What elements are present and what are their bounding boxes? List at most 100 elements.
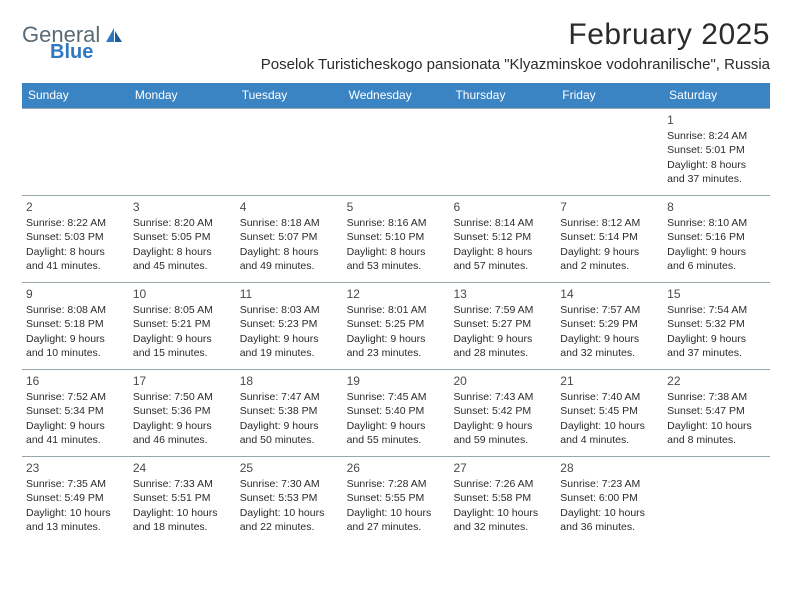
day-info-line: and 27 minutes. — [347, 520, 446, 534]
week-row: 1Sunrise: 8:24 AMSunset: 5:01 PMDaylight… — [22, 108, 770, 195]
day-info-line: Sunset: 5:10 PM — [347, 230, 446, 244]
day-info-line: Sunrise: 7:33 AM — [133, 477, 232, 491]
day-cell: 9Sunrise: 8:08 AMSunset: 5:18 PMDaylight… — [22, 283, 129, 369]
day-info-line: Sunrise: 7:38 AM — [667, 390, 766, 404]
day-number: 10 — [133, 286, 232, 302]
day-number: 7 — [560, 199, 659, 215]
day-cell: 4Sunrise: 8:18 AMSunset: 5:07 PMDaylight… — [236, 196, 343, 282]
day-info-line: Sunset: 5:47 PM — [667, 404, 766, 418]
day-info-line: Sunrise: 8:16 AM — [347, 216, 446, 230]
day-number: 18 — [240, 373, 339, 389]
day-info-line: Daylight: 10 hours — [453, 506, 552, 520]
day-info-line: Daylight: 9 hours — [347, 419, 446, 433]
day-info-line: Sunset: 5:34 PM — [26, 404, 125, 418]
day-info-line: Sunrise: 8:24 AM — [667, 129, 766, 143]
day-number: 2 — [26, 199, 125, 215]
day-info-line: Daylight: 9 hours — [240, 332, 339, 346]
day-info-line: and 28 minutes. — [453, 346, 552, 360]
day-info-line: Sunset: 5:55 PM — [347, 491, 446, 505]
day-info-line: Daylight: 9 hours — [26, 332, 125, 346]
day-cell: 5Sunrise: 8:16 AMSunset: 5:10 PMDaylight… — [343, 196, 450, 282]
day-cell: 1Sunrise: 8:24 AMSunset: 5:01 PMDaylight… — [663, 109, 770, 195]
day-info-line: Daylight: 9 hours — [26, 419, 125, 433]
week-row: 2Sunrise: 8:22 AMSunset: 5:03 PMDaylight… — [22, 195, 770, 282]
day-info-line: Daylight: 9 hours — [560, 245, 659, 259]
day-number: 3 — [133, 199, 232, 215]
day-number: 4 — [240, 199, 339, 215]
day-info-line: Sunrise: 8:10 AM — [667, 216, 766, 230]
day-number: 1 — [667, 112, 766, 128]
day-info-line: Sunrise: 8:22 AM — [26, 216, 125, 230]
day-info-line: Daylight: 9 hours — [133, 332, 232, 346]
day-cell: 14Sunrise: 7:57 AMSunset: 5:29 PMDayligh… — [556, 283, 663, 369]
day-number: 25 — [240, 460, 339, 476]
day-info-line: Sunset: 5:32 PM — [667, 317, 766, 331]
day-info-line: Sunrise: 7:28 AM — [347, 477, 446, 491]
weekday-header: Monday — [129, 83, 236, 108]
header: General Blue February 2025 Poselok Turis… — [22, 18, 770, 73]
day-info-line: Sunrise: 7:40 AM — [560, 390, 659, 404]
day-info-line: and 49 minutes. — [240, 259, 339, 273]
day-cell: 16Sunrise: 7:52 AMSunset: 5:34 PMDayligh… — [22, 370, 129, 456]
day-info-line: Daylight: 9 hours — [453, 419, 552, 433]
day-info-line: Sunset: 5:51 PM — [133, 491, 232, 505]
day-number: 16 — [26, 373, 125, 389]
day-cell-empty — [236, 109, 343, 195]
day-number: 23 — [26, 460, 125, 476]
day-info-line: Sunrise: 7:52 AM — [26, 390, 125, 404]
brand-name-part2: Blue — [50, 42, 100, 62]
calendar-grid: SundayMondayTuesdayWednesdayThursdayFrid… — [22, 83, 770, 543]
day-number: 24 — [133, 460, 232, 476]
day-info-line: Sunset: 5:27 PM — [453, 317, 552, 331]
day-cell-empty — [343, 109, 450, 195]
day-info-line: Sunset: 5:18 PM — [26, 317, 125, 331]
day-info-line: and 41 minutes. — [26, 259, 125, 273]
day-info-line: and 57 minutes. — [453, 259, 552, 273]
day-info-line: Daylight: 9 hours — [240, 419, 339, 433]
day-cell: 19Sunrise: 7:45 AMSunset: 5:40 PMDayligh… — [343, 370, 450, 456]
week-row: 9Sunrise: 8:08 AMSunset: 5:18 PMDaylight… — [22, 282, 770, 369]
day-info-line: Sunset: 5:14 PM — [560, 230, 659, 244]
day-info-line: and 10 minutes. — [26, 346, 125, 360]
day-info-line: Sunset: 5:01 PM — [667, 143, 766, 157]
day-info-line: Sunset: 5:25 PM — [347, 317, 446, 331]
day-info-line: and 8 minutes. — [667, 433, 766, 447]
day-info-line: Sunrise: 8:03 AM — [240, 303, 339, 317]
day-cell: 21Sunrise: 7:40 AMSunset: 5:45 PMDayligh… — [556, 370, 663, 456]
day-info-line: and 4 minutes. — [560, 433, 659, 447]
day-info-line: Sunset: 5:53 PM — [240, 491, 339, 505]
day-info-line: Sunrise: 7:35 AM — [26, 477, 125, 491]
day-info-line: Daylight: 9 hours — [667, 332, 766, 346]
day-cell: 18Sunrise: 7:47 AMSunset: 5:38 PMDayligh… — [236, 370, 343, 456]
day-info-line: Sunrise: 8:12 AM — [560, 216, 659, 230]
day-info-line: Sunset: 5:07 PM — [240, 230, 339, 244]
day-info-line: Sunset: 5:45 PM — [560, 404, 659, 418]
day-cell: 28Sunrise: 7:23 AMSunset: 6:00 PMDayligh… — [556, 457, 663, 543]
week-row: 16Sunrise: 7:52 AMSunset: 5:34 PMDayligh… — [22, 369, 770, 456]
day-info-line: Sunset: 5:49 PM — [26, 491, 125, 505]
day-number: 15 — [667, 286, 766, 302]
day-info-line: Daylight: 10 hours — [560, 506, 659, 520]
day-cell-empty — [22, 109, 129, 195]
brand-logo: General Blue — [22, 24, 124, 62]
day-info-line: Sunrise: 7:47 AM — [240, 390, 339, 404]
day-info-line: Daylight: 9 hours — [347, 332, 446, 346]
day-info-line: Sunset: 5:38 PM — [240, 404, 339, 418]
day-info-line: and 59 minutes. — [453, 433, 552, 447]
day-info-line: Daylight: 9 hours — [453, 332, 552, 346]
weekday-header: Saturday — [663, 83, 770, 108]
day-number: 6 — [453, 199, 552, 215]
day-info-line: Sunset: 5:29 PM — [560, 317, 659, 331]
day-number: 26 — [347, 460, 446, 476]
day-info-line: and 41 minutes. — [26, 433, 125, 447]
day-cell-empty — [663, 457, 770, 543]
day-info-line: Daylight: 8 hours — [347, 245, 446, 259]
day-number: 5 — [347, 199, 446, 215]
day-info-line: and 46 minutes. — [133, 433, 232, 447]
brand-text: General Blue — [22, 24, 100, 62]
day-cell-empty — [129, 109, 236, 195]
day-number: 13 — [453, 286, 552, 302]
day-cell: 12Sunrise: 8:01 AMSunset: 5:25 PMDayligh… — [343, 283, 450, 369]
day-info-line: Sunrise: 7:23 AM — [560, 477, 659, 491]
day-info-line: Sunrise: 7:45 AM — [347, 390, 446, 404]
